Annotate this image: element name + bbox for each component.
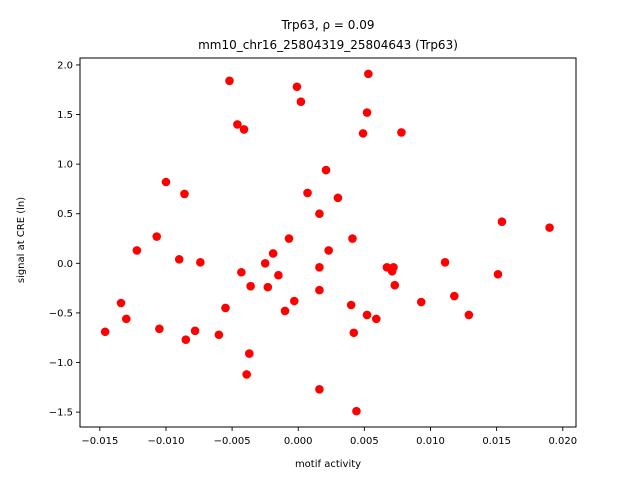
data-point (116, 298, 126, 308)
y-tick-label: 1.5 (57, 110, 73, 121)
data-point (545, 223, 554, 232)
y-axis-label: signal at CRE (ln) (16, 197, 27, 283)
data-point (121, 314, 131, 324)
data-point (296, 97, 306, 106)
y-tick-label: 0.5 (57, 209, 73, 220)
data-point (497, 217, 507, 226)
axes-frame (79, 57, 577, 428)
data-point (371, 314, 381, 324)
data-point (245, 349, 254, 358)
plot-area: −0.015 −0.010 −0.005 0.000 0.005 0.010 0.015 0.… (49, 57, 577, 447)
data-point (440, 258, 450, 267)
y-tick-label: 2.0 (57, 60, 73, 71)
data-point (333, 193, 343, 203)
data-point (348, 234, 357, 243)
data-point (180, 189, 189, 199)
y-tick-label: −0.5 (49, 308, 73, 319)
data-point (181, 335, 191, 345)
data-point (242, 370, 251, 379)
data-point (274, 270, 283, 280)
data-point (284, 234, 294, 243)
data-point (155, 324, 164, 334)
data-point (161, 177, 171, 187)
data-point (246, 281, 255, 291)
data-point (390, 280, 400, 290)
chart-title-line2: mm10_chr16_25804319_25804643 (Trp63) (198, 38, 458, 52)
x-tick-label: −0.010 (147, 436, 184, 447)
data-point (100, 327, 110, 337)
data-point (315, 209, 324, 219)
y-tick-label: −1.5 (49, 408, 73, 419)
data-point (315, 285, 324, 295)
data-point (196, 258, 205, 267)
data-point (233, 120, 242, 129)
y-tick-label: −1.0 (49, 358, 73, 369)
data-point (416, 297, 426, 307)
data-point (225, 76, 234, 86)
y-tick-label: 1.0 (57, 160, 73, 171)
data-point (214, 330, 224, 340)
data-point (292, 82, 302, 92)
data-point (397, 128, 406, 137)
data-point (321, 165, 331, 175)
x-tick-label: 0.020 (548, 436, 577, 447)
data-point (260, 259, 270, 268)
data-point (324, 246, 333, 255)
data-point (315, 385, 324, 394)
data-point (346, 300, 356, 310)
x-tick-label: 0.015 (482, 436, 511, 447)
x-tick-label: −0.015 (81, 436, 118, 447)
x-tick-label: −0.005 (214, 436, 251, 447)
data-point (152, 232, 162, 241)
data-point (464, 310, 474, 320)
data-point (362, 108, 372, 117)
data-point (263, 282, 273, 292)
data-point (349, 328, 359, 338)
data-point (221, 303, 230, 313)
data-point (268, 249, 278, 258)
chart-title-line1: Trp63, ρ = 0.09 (280, 18, 374, 32)
x-axis-label: motif activity (295, 459, 361, 470)
data-point (315, 263, 324, 272)
data-point (352, 406, 361, 416)
data-point (450, 291, 459, 301)
data-point (362, 310, 372, 320)
data-point (174, 255, 184, 264)
y-tick-label: 0.0 (57, 259, 73, 270)
data-point (280, 306, 290, 316)
data-point (493, 269, 503, 279)
data-point (132, 246, 142, 255)
x-tick-label: 0.000 (284, 436, 313, 447)
data-point (364, 69, 373, 79)
data-point (358, 129, 368, 138)
x-tick-label: 0.010 (416, 436, 445, 447)
data-point (190, 326, 200, 336)
data-point (289, 296, 299, 306)
data-point (303, 188, 312, 198)
data-point (239, 125, 249, 134)
data-point (389, 263, 398, 272)
data-point (237, 267, 246, 277)
x-tick-label: 0.005 (350, 436, 379, 447)
